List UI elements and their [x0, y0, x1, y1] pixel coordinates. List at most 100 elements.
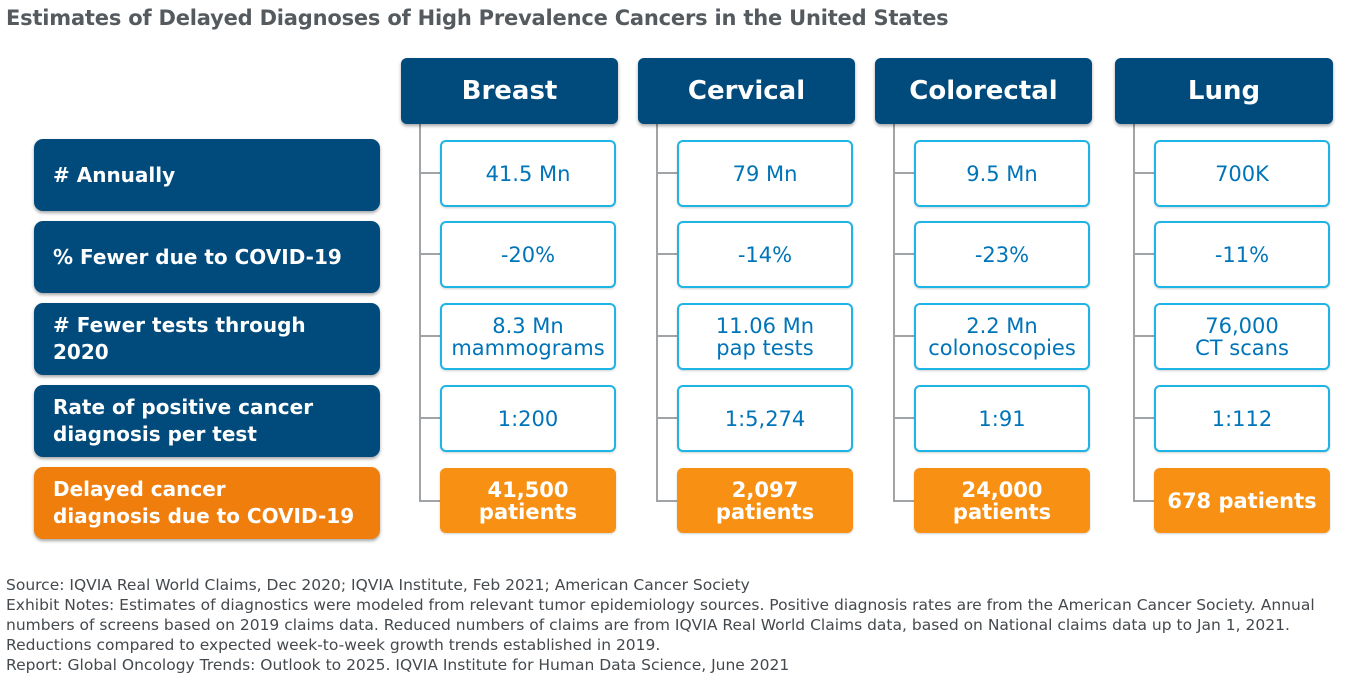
report-note: Report: Global Oncology Trends: Outlook …	[6, 656, 790, 674]
cell-line: 24,000	[961, 477, 1043, 502]
value-cell: 79 Mn	[677, 140, 853, 207]
connector-tick	[419, 172, 440, 174]
connector-line-lung	[1133, 124, 1135, 501]
column-header-lung: Lung	[1115, 58, 1333, 124]
row-label-text: Delayed cancer diagnosis due to COVID-19	[53, 476, 354, 530]
connector-tick	[1133, 500, 1154, 502]
cell-line: 1:91	[978, 406, 1026, 431]
cell-line: -14%	[737, 242, 793, 267]
column-header-breast: Breast	[401, 58, 618, 124]
row-label-text: % Fewer due to COVID-19	[53, 244, 342, 271]
page-title: Estimates of Delayed Diagnoses of High P…	[6, 6, 949, 30]
result-cell: 678 patients	[1154, 468, 1330, 533]
cell-line: 11.06 Mn	[715, 313, 815, 338]
row-label-line: # Fewer tests through	[53, 313, 306, 337]
cell-line: 2,097	[731, 477, 799, 502]
cell-line: 1:200	[497, 406, 559, 431]
cell-line: 79 Mn	[732, 161, 798, 186]
cell-line: 76,000	[1205, 313, 1279, 338]
row-label: % Fewer due to COVID-19	[34, 221, 380, 293]
connector-tick	[419, 500, 440, 502]
connector-tick	[893, 335, 914, 337]
connector-tick	[656, 500, 677, 502]
cell-text: 76,000 CT scans	[1195, 315, 1289, 359]
row-label: Rate of positive cancer diagnosis per tes…	[34, 385, 380, 457]
cell-line: 1:5,274	[724, 406, 806, 431]
row-label-text: # Fewer tests through 2020	[53, 312, 306, 366]
connector-tick	[656, 417, 677, 419]
connector-tick	[1133, 417, 1154, 419]
cell-line: CT scans	[1195, 335, 1289, 360]
row-label: Delayed cancer diagnosis due to COVID-19	[34, 467, 380, 539]
value-cell: 1:112	[1154, 385, 1330, 452]
cell-line: patients	[715, 499, 815, 524]
cell-text: 9.5 Mn	[966, 163, 1038, 185]
row-label: # Fewer tests through 2020	[34, 303, 380, 375]
result-cell: 2,097 patients	[677, 468, 853, 533]
cell-text: -20%	[501, 244, 555, 266]
row-label: # Annually	[34, 139, 380, 211]
value-cell: 2.2 Mn colonoscopies	[914, 303, 1090, 370]
cell-line: 678 patients	[1167, 488, 1317, 513]
value-cell: -20%	[440, 221, 616, 288]
source-note: Source: IQVIA Real World Claims, Dec 202…	[6, 576, 750, 594]
cell-text: 700K	[1215, 163, 1269, 185]
cell-line: 9.5 Mn	[966, 161, 1038, 186]
cell-line: patients	[478, 499, 578, 524]
cell-text: 8.3 Mn mammograms	[451, 315, 604, 359]
row-label-line: diagnosis due to COVID-19	[53, 504, 355, 528]
row-label-line: # Annually	[53, 162, 176, 187]
value-cell: 700K	[1154, 140, 1330, 207]
cell-text: 1:200	[498, 408, 559, 430]
result-cell: 24,000 patients	[914, 468, 1090, 533]
cell-text: 2.2 Mn colonoscopies	[928, 315, 1076, 359]
connector-tick	[419, 417, 440, 419]
value-cell: 1:91	[914, 385, 1090, 452]
cell-line: 41.5 Mn	[485, 161, 571, 186]
value-cell: 41.5 Mn	[440, 140, 616, 207]
value-cell: 1:5,274	[677, 385, 853, 452]
cell-line: 2.2 Mn	[966, 313, 1038, 338]
cell-text: 24,000 patients	[953, 479, 1051, 523]
cell-line: 8.3 Mn	[492, 313, 564, 338]
cell-line: -20%	[500, 242, 556, 267]
value-cell: 9.5 Mn	[914, 140, 1090, 207]
cell-line: 41,500	[487, 477, 569, 502]
cell-text: 1:5,274	[725, 408, 806, 430]
cell-line: pap tests	[716, 335, 814, 360]
column-header-cervical: Cervical	[638, 58, 855, 124]
value-cell: -14%	[677, 221, 853, 288]
connector-tick	[893, 172, 914, 174]
cell-line: -11%	[1214, 242, 1270, 267]
cell-line: -23%	[974, 242, 1030, 267]
cell-text: 41,500 patients	[479, 479, 577, 523]
result-cell: 41,500 patients	[440, 468, 616, 533]
connector-line-colorectal	[893, 124, 895, 501]
connector-tick	[419, 335, 440, 337]
row-label-line: % Fewer due to COVID-19	[53, 244, 342, 269]
connector-tick	[656, 335, 677, 337]
column-header-colorectal: Colorectal	[875, 58, 1092, 124]
cell-text: 678 patients	[1167, 490, 1316, 512]
value-cell: -23%	[914, 221, 1090, 288]
cell-line: 1:112	[1211, 406, 1273, 431]
row-label-text: # Annually	[53, 162, 175, 189]
connector-tick	[656, 253, 677, 255]
value-cell: 8.3 Mn mammograms	[440, 303, 616, 370]
value-cell: 1:200	[440, 385, 616, 452]
connector-tick	[656, 172, 677, 174]
row-label-line: 2020	[53, 340, 109, 364]
row-label-line: Rate of positive cancer	[53, 395, 314, 419]
value-cell: 11.06 Mn pap tests	[677, 303, 853, 370]
connector-tick	[1133, 253, 1154, 255]
connector-tick	[1133, 335, 1154, 337]
cell-text: 79 Mn	[733, 163, 798, 185]
connector-tick	[419, 253, 440, 255]
cell-text: -11%	[1215, 244, 1269, 266]
row-label-line: diagnosis per test	[53, 422, 257, 446]
connector-tick	[893, 253, 914, 255]
cell-line: 700K	[1215, 161, 1269, 186]
cell-text: 11.06 Mn pap tests	[716, 315, 814, 359]
cell-text: -14%	[738, 244, 792, 266]
connector-tick	[893, 417, 914, 419]
